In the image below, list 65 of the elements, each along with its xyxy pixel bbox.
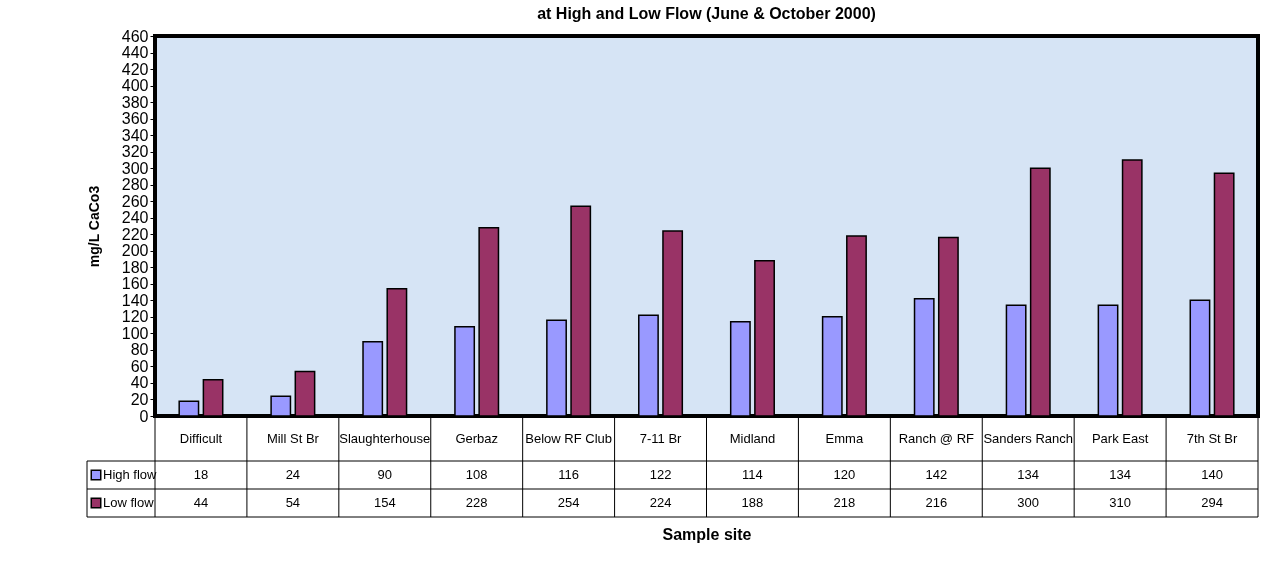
data-label: 122 bbox=[649, 467, 672, 482]
y-tick-label: 60 bbox=[130, 357, 149, 375]
legend-label: High flow bbox=[103, 467, 158, 482]
data-label: 310 bbox=[1109, 495, 1131, 510]
y-tick-label: 140 bbox=[121, 291, 149, 309]
x-tick-label: Gerbaz bbox=[455, 430, 499, 446]
data-label: 224 bbox=[649, 495, 672, 510]
y-tick-label: 180 bbox=[121, 258, 149, 276]
chart-title: at High and Low Flow (June & October 2000) bbox=[537, 5, 876, 22]
y-tick-label: 0 bbox=[139, 407, 149, 425]
y-axis-title: mg/L CaCo3 bbox=[85, 185, 102, 268]
y-tick-label: 120 bbox=[121, 308, 149, 326]
y-tick-label: 300 bbox=[121, 159, 149, 177]
y-tick-label: 380 bbox=[121, 93, 149, 111]
y-tick-label: 220 bbox=[121, 225, 149, 243]
legend-label: Low flow bbox=[103, 495, 155, 510]
data-label: 90 bbox=[377, 467, 393, 482]
y-tick-label: 80 bbox=[130, 341, 149, 359]
x-tick-label: Slaughterhouse bbox=[339, 430, 431, 446]
data-label: 24 bbox=[285, 467, 301, 482]
y-tick-label: 100 bbox=[121, 324, 149, 342]
data-label: 44 bbox=[193, 495, 209, 510]
data-label: 134 bbox=[1017, 467, 1040, 482]
data-label: 254 bbox=[557, 495, 580, 510]
y-tick-label: 200 bbox=[121, 242, 149, 260]
x-tick-label: Below RF Club bbox=[525, 430, 612, 446]
x-axis-title: Sample site bbox=[662, 525, 752, 543]
x-tick-label: Sanders Ranch bbox=[983, 430, 1074, 446]
data-label: 216 bbox=[925, 495, 948, 510]
x-tick-label: Emma bbox=[825, 430, 864, 446]
data-label: 140 bbox=[1201, 467, 1223, 482]
data-label: 300 bbox=[1017, 495, 1040, 510]
y-tick-label: 260 bbox=[121, 192, 149, 210]
y-tick-label: 320 bbox=[121, 143, 149, 161]
data-label: 108 bbox=[465, 467, 488, 482]
x-tick-label: 7-11 Br bbox=[639, 430, 683, 446]
data-label: 218 bbox=[833, 495, 856, 510]
y-tick-label: 420 bbox=[121, 60, 149, 78]
data-label: 120 bbox=[833, 467, 856, 482]
data-label: 114 bbox=[742, 467, 763, 482]
y-tick-label: 40 bbox=[130, 374, 149, 392]
y-tick-label: 160 bbox=[121, 275, 149, 293]
y-tick-label: 400 bbox=[121, 77, 149, 95]
data-label: 188 bbox=[741, 495, 764, 510]
x-tick-label: Park East bbox=[1091, 430, 1149, 446]
x-tick-label: Midland bbox=[729, 430, 776, 446]
x-tick-label: Difficult bbox=[179, 430, 223, 446]
y-tick-label: 280 bbox=[121, 176, 149, 194]
x-tick-label: Mill St Br bbox=[266, 430, 320, 446]
data-label: 116 bbox=[558, 467, 579, 482]
y-tick-label: 340 bbox=[121, 126, 149, 144]
data-label: 142 bbox=[925, 467, 948, 482]
y-tick-label: 240 bbox=[121, 209, 149, 227]
y-tick-label: 360 bbox=[121, 110, 149, 128]
data-label: 154 bbox=[373, 495, 396, 510]
data-label: 134 bbox=[1109, 467, 1131, 482]
y-tick-label: 440 bbox=[121, 44, 149, 62]
y-tick-label: 460 bbox=[121, 27, 149, 45]
data-label: 18 bbox=[193, 467, 209, 482]
y-tick-label: 20 bbox=[130, 390, 149, 408]
x-tick-label: 7th St Br bbox=[1186, 430, 1238, 446]
x-tick-label: Ranch @ RF bbox=[898, 430, 975, 446]
data-label: 294 bbox=[1201, 495, 1223, 510]
data-label: 228 bbox=[465, 495, 488, 510]
data-label: 54 bbox=[285, 495, 301, 510]
